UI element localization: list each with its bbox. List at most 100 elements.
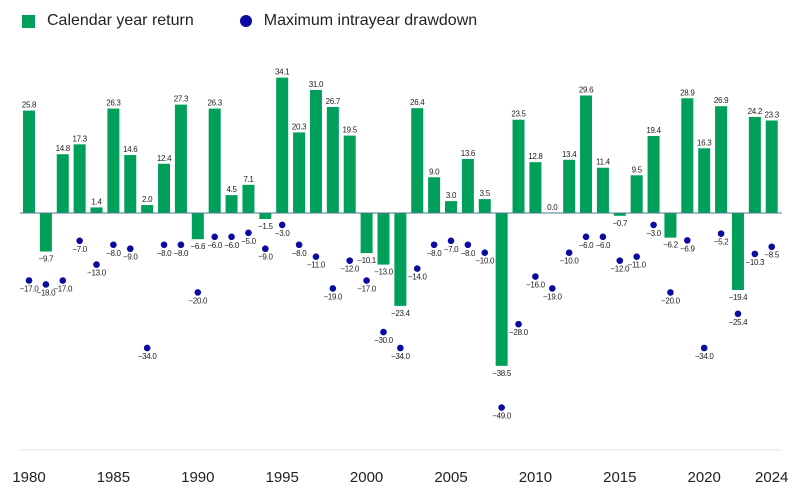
return-bar-2014 bbox=[596, 167, 609, 213]
return-bar-2007 bbox=[478, 199, 491, 213]
return-label-2012: 13.4 bbox=[562, 150, 577, 159]
return-label-1997: 31.0 bbox=[309, 80, 324, 89]
drawdown-label-2015: −12.0 bbox=[610, 265, 630, 274]
return-label-2014: 11.4 bbox=[596, 158, 611, 167]
return-label-1989: 27.3 bbox=[174, 95, 189, 104]
return-bar-2021 bbox=[715, 106, 728, 213]
return-label-1995: 34.1 bbox=[275, 68, 290, 77]
return-bar-1984 bbox=[90, 207, 103, 213]
return-label-2017: 19.4 bbox=[646, 126, 661, 135]
drawdown-label-2020: −34.0 bbox=[695, 352, 715, 361]
return-label-2013: 29.6 bbox=[579, 85, 594, 94]
drawdown-label-1991: −6.0 bbox=[207, 241, 222, 250]
drawdown-dot-1996 bbox=[295, 241, 303, 249]
drawdown-dot-2006 bbox=[464, 241, 472, 249]
return-bar-1986 bbox=[124, 155, 137, 213]
return-label-2023: 24.2 bbox=[748, 107, 763, 116]
drawdown-label-2004: −8.0 bbox=[427, 249, 442, 258]
legend-label-return: Calendar year return bbox=[47, 12, 194, 29]
return-bar-1993 bbox=[242, 184, 255, 213]
return-bar-2020 bbox=[698, 148, 711, 213]
return-bar-1989 bbox=[174, 104, 187, 213]
return-bar-1999 bbox=[343, 135, 356, 213]
return-label-2008: −38.5 bbox=[492, 369, 512, 378]
drawdown-dot-2002 bbox=[397, 344, 404, 352]
return-bar-2013 bbox=[580, 95, 593, 213]
return-label-2018: −6.2 bbox=[663, 241, 678, 250]
drawdown-dot-1993 bbox=[245, 229, 252, 237]
return-label-2001: −13.0 bbox=[374, 268, 394, 277]
drawdown-label-2023: −10.3 bbox=[745, 258, 765, 267]
return-bar-1981 bbox=[39, 213, 52, 252]
return-label-1996: 20.3 bbox=[292, 122, 307, 131]
drawdown-label-1983: −7.0 bbox=[72, 245, 87, 254]
drawdown-dot-1992 bbox=[228, 233, 235, 241]
drawdown-label-2007: −10.0 bbox=[475, 257, 495, 266]
x-tick-1985: 1985 bbox=[97, 469, 130, 486]
drawdown-dot-1989 bbox=[177, 241, 185, 249]
drawdown-label-1987: −34.0 bbox=[138, 352, 158, 361]
drawdown-dot-1995 bbox=[278, 221, 286, 229]
drawdown-dot-2024 bbox=[768, 243, 776, 251]
drawdown-label-2001: −30.0 bbox=[374, 336, 394, 345]
legend-item-drawdown: Maximum intrayear drawdown bbox=[239, 12, 477, 30]
return-label-1993: 7.1 bbox=[243, 175, 254, 184]
return-bar-1995 bbox=[276, 77, 289, 213]
drawdown-label-2000: −17.0 bbox=[357, 284, 377, 293]
x-tick-1980: 1980 bbox=[12, 469, 45, 486]
drawdown-dot-1988 bbox=[160, 241, 168, 249]
drawdown-label-1986: −9.0 bbox=[123, 253, 138, 262]
drawdown-label-2006: −8.0 bbox=[461, 249, 476, 258]
drawdown-label-2009: −28.0 bbox=[509, 328, 529, 337]
x-tick-2015: 2015 bbox=[603, 469, 636, 486]
drawdown-label-2022: −25.4 bbox=[729, 318, 749, 327]
drawdown-dot-1990 bbox=[194, 289, 202, 296]
x-tick-2005: 2005 bbox=[434, 469, 467, 486]
return-bar-2016 bbox=[630, 175, 643, 213]
drawdown-dot-2017 bbox=[650, 221, 657, 229]
return-label-1984: 1.4 bbox=[91, 197, 102, 206]
drawdown-label-2016: −11.0 bbox=[628, 261, 647, 270]
return-bar-2023 bbox=[748, 116, 761, 213]
return-bar-2015 bbox=[613, 213, 626, 216]
x-tick-2020: 2020 bbox=[688, 469, 721, 486]
return-bar-2004 bbox=[428, 177, 441, 213]
return-bar-1991 bbox=[208, 108, 221, 213]
return-bar-1998 bbox=[326, 107, 339, 213]
drawdown-label-1980: −17.0 bbox=[20, 284, 40, 293]
drawdown-label-2005: −7.0 bbox=[444, 245, 459, 254]
drawdown-dot-1982 bbox=[59, 277, 67, 284]
drawdown-dot-1997 bbox=[312, 253, 320, 260]
return-label-2021: 26.9 bbox=[714, 96, 729, 105]
return-label-2020: 16.3 bbox=[697, 138, 712, 147]
return-bar-1992 bbox=[225, 195, 238, 213]
return-label-2010: 12.8 bbox=[528, 152, 543, 161]
drawdown-dot-1983 bbox=[76, 237, 83, 245]
return-label-2016: 9.5 bbox=[632, 165, 643, 174]
drawdown-dot-1986 bbox=[126, 245, 134, 253]
return-bar-2002 bbox=[394, 213, 407, 306]
return-bar-2001 bbox=[377, 213, 390, 265]
return-label-2005: 3.0 bbox=[446, 191, 457, 200]
drawdown-label-2011: −19.0 bbox=[543, 292, 563, 301]
return-label-2009: 23.5 bbox=[511, 110, 526, 119]
drawdown-dot-2020 bbox=[700, 344, 708, 352]
return-label-1994: −1.5 bbox=[258, 222, 273, 231]
return-label-2003: 26.4 bbox=[410, 98, 425, 107]
return-bar-1997 bbox=[309, 89, 322, 213]
return-bar-1985 bbox=[107, 108, 120, 213]
drawdown-label-2024: −8.5 bbox=[764, 251, 779, 260]
return-label-1990: −6.6 bbox=[191, 242, 206, 251]
drawdown-label-1988: −8.0 bbox=[157, 249, 172, 258]
drawdown-label-1998: −19.0 bbox=[323, 292, 343, 301]
return-label-1987: 2.0 bbox=[142, 195, 153, 204]
return-label-1998: 26.7 bbox=[326, 97, 341, 106]
drawdown-dot-2021 bbox=[717, 230, 725, 237]
return-label-1985: 26.3 bbox=[106, 99, 121, 108]
drawdown-dot-2023 bbox=[751, 250, 759, 258]
x-tick-1995: 1995 bbox=[266, 469, 299, 486]
drawdown-label-1989: −8.0 bbox=[174, 249, 189, 258]
return-bar-2000 bbox=[360, 213, 373, 254]
drawdown-label-1985: −8.0 bbox=[106, 249, 121, 258]
drawdown-label-1997: −11.0 bbox=[307, 261, 326, 270]
